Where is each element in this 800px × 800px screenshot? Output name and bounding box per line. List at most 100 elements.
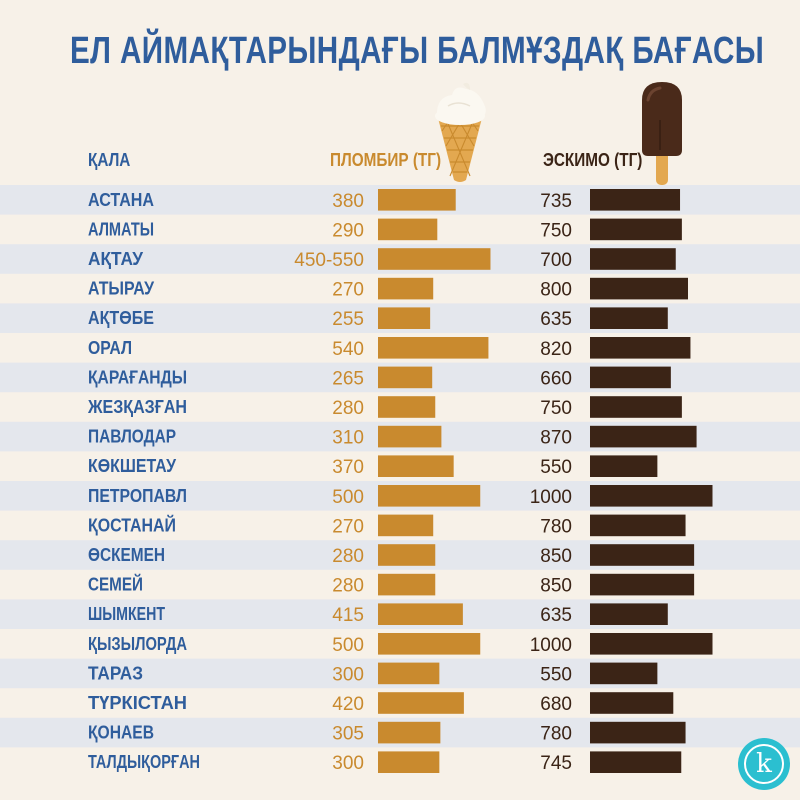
plombir-value-label: 265 <box>332 368 364 389</box>
plombir-bar <box>378 396 436 418</box>
city-label: ОРАЛ <box>88 338 132 358</box>
eskimo-value-label: 635 <box>540 309 572 330</box>
eskimo-value-label: 780 <box>540 516 572 537</box>
eskimo-bar <box>590 425 697 448</box>
plombir-column-header: ПЛОМБИР (ТГ) <box>330 150 442 170</box>
plombir-bar <box>378 248 491 270</box>
eskimo-column-header: ЭСКИМО (ТГ) <box>543 150 643 170</box>
plombir-value-label: 540 <box>332 339 364 360</box>
plombir-value-label: 500 <box>332 635 364 656</box>
plombir-bar <box>378 544 436 566</box>
plombir-value-label: 300 <box>332 664 364 685</box>
plombir-value-label: 280 <box>332 576 364 597</box>
eskimo-bar <box>590 396 682 418</box>
eskimo-bar <box>590 455 658 477</box>
plombir-bar <box>378 277 434 300</box>
city-label: АҚТӨБЕ <box>88 308 154 328</box>
eskimo-value-label: 750 <box>540 398 572 419</box>
city-label: ҚОНАЕВ <box>88 723 154 743</box>
eskimo-bar <box>590 721 686 744</box>
plombir-bar <box>378 485 481 507</box>
eskimo-value-label: 550 <box>540 664 572 685</box>
plombir-value-label: 280 <box>332 546 364 567</box>
eskimo-value-label: 660 <box>540 368 572 389</box>
eskimo-bar <box>590 692 674 714</box>
plombir-value-label: 450-550 <box>294 250 364 271</box>
eskimo-value-label: 550 <box>540 457 572 478</box>
plombir-bar <box>378 514 434 537</box>
plombir-value-label: 420 <box>332 694 364 715</box>
eskimo-bar <box>590 485 713 507</box>
eskimo-bar <box>590 307 668 329</box>
plombir-bar <box>378 633 481 655</box>
eskimo-value-label: 635 <box>540 605 572 626</box>
plombir-value-label: 500 <box>332 487 364 508</box>
eskimo-bar <box>590 603 668 625</box>
eskimo-value-label: 735 <box>540 191 572 212</box>
eskimo-value-label: 680 <box>540 694 572 715</box>
eskimo-bar <box>590 751 682 773</box>
city-label: АҚТАУ <box>88 249 144 269</box>
city-label: ӨСКЕМЕН <box>88 545 165 565</box>
city-label: ҚАРАҒАНДЫ <box>88 367 187 387</box>
eskimo-value-label: 850 <box>540 546 572 567</box>
plombir-bar <box>378 751 440 773</box>
plombir-bar <box>378 425 442 448</box>
eskimo-bar <box>590 189 681 211</box>
eskimo-value-label: 850 <box>540 576 572 597</box>
plombir-bar <box>378 218 438 241</box>
plombir-value-label: 370 <box>332 457 364 478</box>
city-label: ТҮРКІСТАН <box>88 693 187 713</box>
eskimo-value-label: 820 <box>540 339 572 360</box>
ice-cream-cone-icon <box>435 82 486 182</box>
city-label: АТЫРАУ <box>88 279 155 299</box>
logo-mark: k <box>744 744 784 784</box>
city-label: ЖЕЗҚАЗҒАН <box>87 397 187 417</box>
plombir-value-label: 305 <box>332 724 364 745</box>
eskimo-bar <box>590 662 658 685</box>
city-label: ҚОСТАНАЙ <box>88 514 176 535</box>
city-column-header: ҚАЛА <box>88 150 131 170</box>
eskimo-bar <box>590 573 695 596</box>
chocolate-popsicle-icon <box>642 82 682 185</box>
city-label: АЛМАТЫ <box>88 219 154 239</box>
plombir-value-label: 300 <box>332 753 364 774</box>
plombir-bar <box>378 662 440 685</box>
plombir-bar <box>378 603 463 625</box>
eskimo-value-label: 700 <box>540 250 572 271</box>
plombir-bar <box>378 366 433 389</box>
eskimo-value-label: 750 <box>540 220 572 241</box>
plombir-value-label: 415 <box>332 605 364 626</box>
city-label: АСТАНА <box>88 190 154 210</box>
city-label: ТАЛДЫҚОРҒАН <box>88 752 200 772</box>
eskimo-bar <box>590 366 671 389</box>
plombir-bar <box>378 337 489 359</box>
plombir-bar <box>378 721 441 744</box>
plombir-value-label: 270 <box>332 516 364 537</box>
eskimo-value-label: 1000 <box>530 487 572 508</box>
eskimo-bar <box>590 277 688 300</box>
eskimo-bar <box>590 248 676 270</box>
eskimo-value-label: 745 <box>540 753 572 774</box>
eskimo-value-label: 1000 <box>530 635 572 656</box>
plombir-bar <box>378 307 431 329</box>
eskimo-value-label: 800 <box>540 280 572 301</box>
eskimo-bar <box>590 633 713 655</box>
city-label: ТАРАЗ <box>88 663 143 683</box>
eskimo-value-label: 870 <box>540 428 572 449</box>
plombir-bar <box>378 189 456 211</box>
plombir-bar <box>378 573 436 596</box>
plombir-value-label: 310 <box>332 428 364 449</box>
eskimo-bar <box>590 218 682 241</box>
plombir-value-label: 270 <box>332 280 364 301</box>
city-label: ПЕТРОПАВЛ <box>88 486 187 506</box>
city-label: СЕМЕЙ <box>88 574 143 595</box>
plombir-value-label: 255 <box>332 309 364 330</box>
city-label: КӨКШЕТАУ <box>88 456 177 476</box>
eskimo-bar <box>590 337 691 359</box>
city-label: ПАВЛОДАР <box>88 427 176 447</box>
plombir-value-label: 290 <box>332 220 364 241</box>
plombir-bar <box>378 692 464 714</box>
eskimo-bar <box>590 544 695 566</box>
